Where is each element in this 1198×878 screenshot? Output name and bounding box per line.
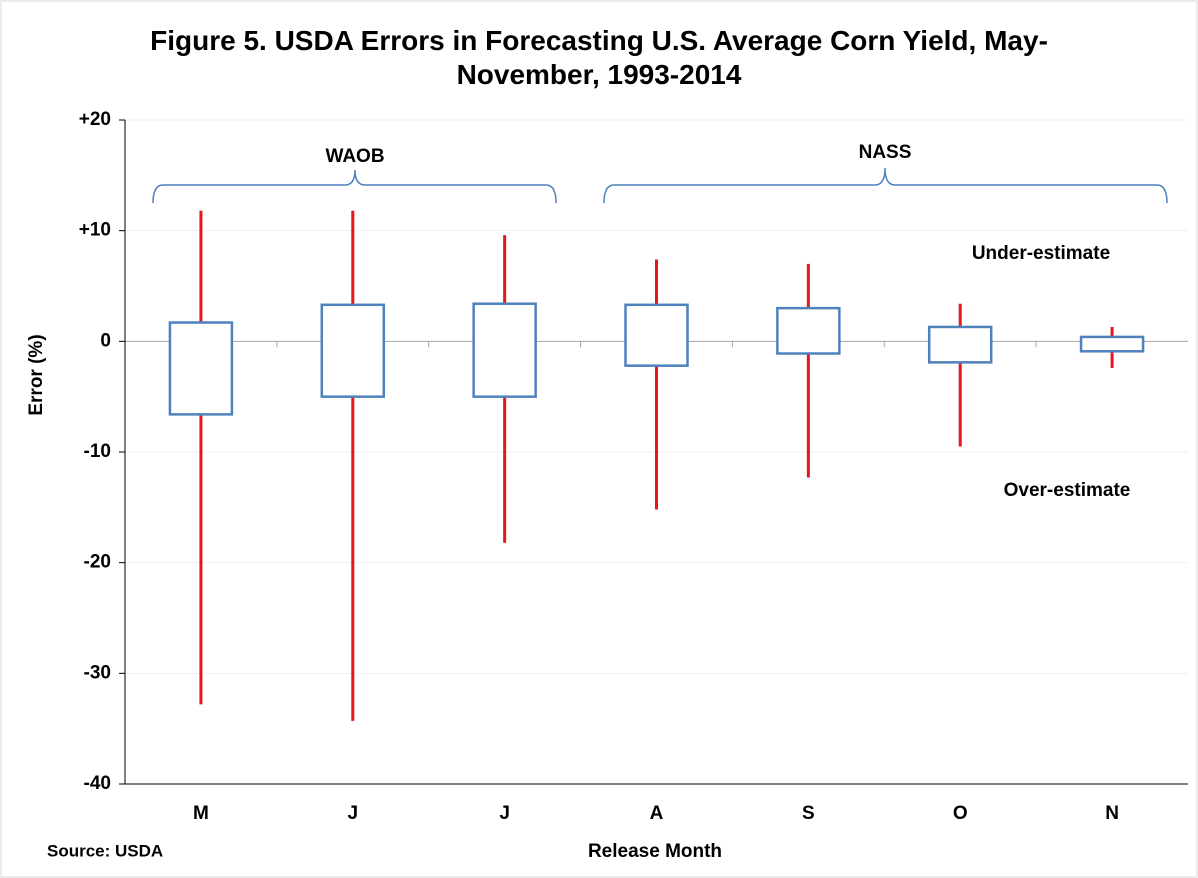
y-tick-label: -30 — [84, 662, 111, 683]
box — [927, 325, 993, 364]
box — [624, 303, 689, 367]
x-tick-label: A — [650, 803, 664, 824]
source: Source: USDA — [47, 841, 163, 860]
x-tick-label: S — [802, 803, 815, 824]
y-axis-label: Error (%) — [26, 334, 47, 415]
x-tick-label: J — [347, 803, 358, 824]
box — [1079, 335, 1145, 353]
x-tick-label: O — [953, 803, 968, 824]
box — [472, 302, 537, 398]
box — [168, 321, 234, 416]
annotation: Over-estimate — [1004, 480, 1131, 501]
y-tick-label: +20 — [79, 109, 111, 130]
bracket — [152, 169, 557, 204]
box — [776, 306, 841, 355]
group-label: WAOB — [325, 146, 384, 167]
box — [320, 303, 386, 398]
y-tick-label: -40 — [84, 773, 111, 794]
chart-title: Figure 5. USDA Errors in Forecasting U.S… — [150, 25, 1048, 90]
x-axis-label: Release Month — [588, 841, 722, 862]
y-tick-label: -10 — [84, 441, 111, 462]
y-tick-label: -20 — [84, 552, 111, 573]
x-tick-label: M — [193, 803, 209, 824]
annotation: Under-estimate — [972, 243, 1110, 264]
bracket — [603, 167, 1168, 204]
y-tick-label: +10 — [79, 220, 111, 241]
y-tick-label: 0 — [100, 330, 111, 351]
x-tick-label: J — [499, 803, 510, 824]
group-label: NASS — [859, 142, 912, 163]
x-tick-label: N — [1105, 803, 1119, 824]
